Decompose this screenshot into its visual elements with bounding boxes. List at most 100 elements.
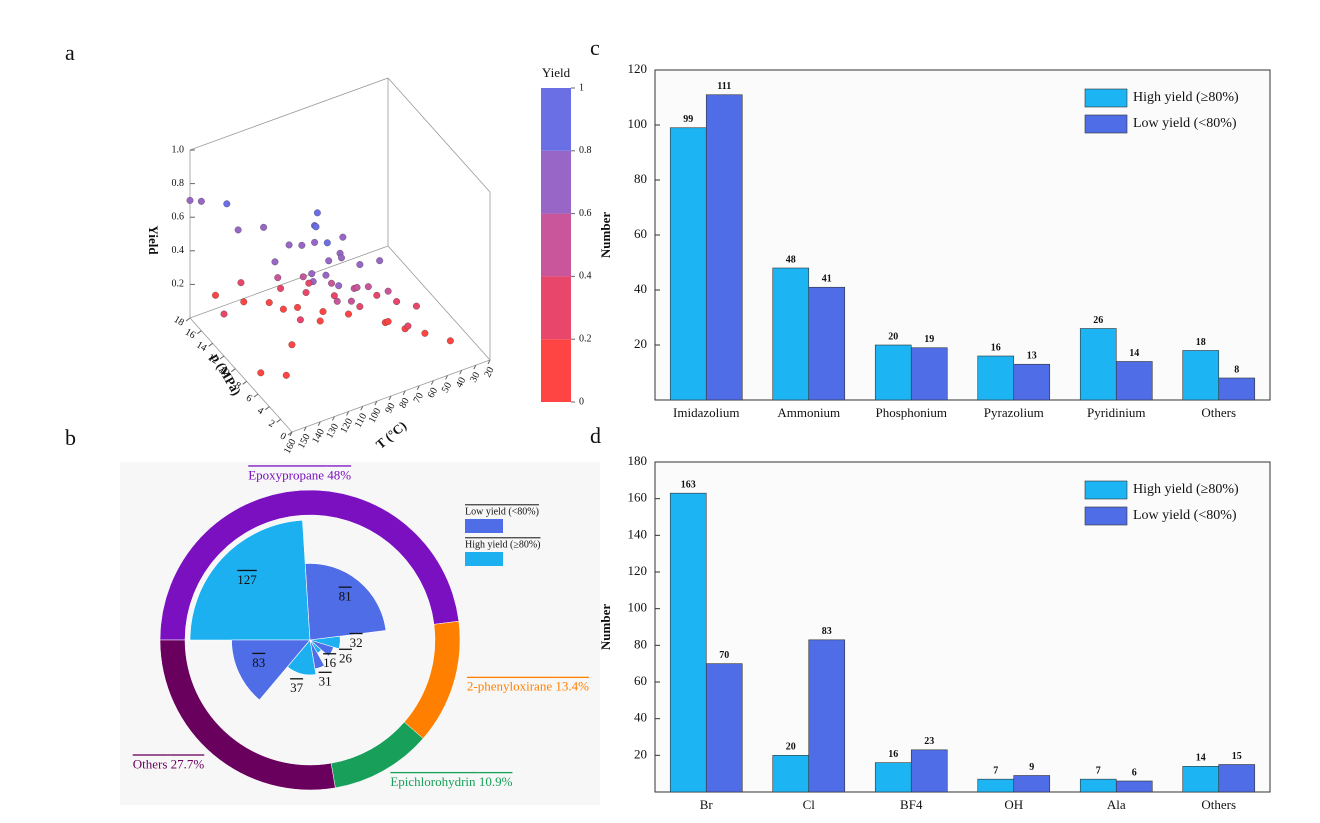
x-axis-label: T (°C) — [373, 418, 409, 452]
bar — [772, 267, 810, 401]
legend-label: High yield (≥80%) — [1133, 90, 1239, 105]
data-point — [288, 341, 296, 349]
legend-label: High yield (≥80%) — [465, 539, 540, 550]
data-point — [237, 279, 245, 287]
z-tick-label: 0.2 — [172, 279, 185, 290]
x-tick-label: 90 — [383, 401, 397, 415]
bar-value-label: 14 — [1129, 348, 1139, 359]
y-tick — [185, 317, 191, 322]
z-tick-label: 1.0 — [172, 144, 185, 155]
y-tick-label: 14 — [194, 339, 208, 354]
category-name: Epoxypropane — [248, 467, 324, 482]
data-point — [313, 209, 321, 217]
data-point — [376, 257, 384, 265]
colorbar-tick-label: 0.4 — [579, 271, 592, 282]
bar — [705, 94, 743, 401]
y-tick-label: 120 — [628, 61, 648, 76]
panel-label: d — [590, 423, 601, 448]
category-name: Epichlorohydrin — [390, 774, 476, 789]
data-point — [197, 197, 205, 205]
data-point — [265, 299, 273, 307]
data-point — [333, 297, 341, 305]
data-point — [311, 238, 319, 246]
colorbar-tick-label: 0.8 — [579, 145, 592, 156]
legend-label: High yield (≥80%) — [1133, 482, 1239, 497]
data-point — [364, 283, 372, 291]
data-point — [347, 297, 355, 305]
bar-value-label: 20 — [786, 742, 796, 753]
data-point — [302, 289, 310, 297]
bar-value-label: 111 — [717, 81, 731, 92]
data-point — [282, 371, 290, 379]
y-tick-label: 20 — [634, 336, 647, 351]
bar-value-label: 15 — [1232, 751, 1242, 762]
bar-value-label: 48 — [786, 254, 796, 265]
bar-value-label: 7 — [1096, 765, 1101, 776]
data-point — [285, 241, 293, 249]
box-edge — [189, 317, 293, 433]
bar-value-label: 16 — [991, 342, 1001, 353]
data-point — [323, 239, 331, 247]
bar-value-label: 41 — [822, 274, 832, 285]
data-point — [296, 316, 304, 324]
category-share: 10.9% — [479, 774, 513, 789]
inner-value-label: 83 — [252, 655, 265, 670]
data-point — [335, 282, 343, 290]
x-tick-label: OH — [1004, 797, 1023, 812]
x-tick — [331, 416, 335, 421]
y-tick — [197, 330, 202, 335]
data-point — [305, 279, 313, 287]
bar — [1218, 377, 1256, 401]
inner-value-label: 16 — [323, 655, 337, 670]
x-tick-label: Ala — [1107, 797, 1126, 812]
bar-value-label: 16 — [888, 749, 898, 760]
data-point — [338, 254, 345, 262]
x-tick-label: Others — [1201, 405, 1236, 420]
y-tick-label: 40 — [634, 281, 647, 296]
bar-value-label: 13 — [1027, 351, 1037, 362]
data-point — [260, 223, 268, 231]
x-tick-label: BF4 — [900, 797, 923, 812]
bar — [808, 639, 846, 793]
y-tick-label: 60 — [634, 673, 647, 688]
category-label: Epichlorohydrin 10.9% — [390, 774, 512, 789]
data-point — [393, 298, 401, 306]
bar — [705, 663, 743, 793]
bar — [1182, 350, 1220, 401]
y-tick-label: 180 — [628, 453, 648, 468]
bar-value-label: 18 — [1196, 337, 1206, 348]
colorbar-tick-label: 0 — [579, 396, 584, 407]
panel-label: c — [590, 35, 600, 60]
box-edge — [387, 245, 491, 361]
data-point — [220, 310, 228, 318]
bar-value-label: 23 — [924, 736, 934, 747]
x-tick — [303, 426, 307, 432]
y-tick-label: 100 — [628, 600, 648, 615]
bar-value-label: 19 — [924, 334, 934, 345]
x-tick-label: 40 — [454, 376, 468, 390]
y-tick — [276, 418, 281, 423]
inner-sector — [189, 519, 311, 641]
x-tick — [416, 385, 420, 390]
y-tick — [208, 342, 213, 347]
bar — [669, 492, 707, 793]
bar — [977, 355, 1015, 401]
data-point — [356, 303, 364, 311]
bar-value-label: 14 — [1196, 753, 1206, 764]
y-tick-label: 100 — [628, 116, 648, 131]
z-axis-label: Yield — [146, 225, 161, 255]
data-point — [298, 241, 306, 249]
x-tick-label: 30 — [468, 370, 482, 384]
data-point — [325, 257, 333, 265]
legend-label: Low yield (<80%) — [465, 506, 539, 517]
z-tick-label: 0.4 — [172, 245, 185, 256]
y-tick-label: 60 — [634, 226, 647, 241]
legend-swatch — [1084, 506, 1128, 526]
category-share: 13.4% — [555, 679, 589, 694]
y-tick-label: 16 — [183, 327, 197, 342]
y-tick — [242, 380, 247, 385]
category-label: Others 27.7% — [133, 756, 205, 771]
x-tick — [430, 380, 434, 385]
y-tick — [231, 368, 236, 373]
x-tick-label: Ammonium — [777, 405, 840, 420]
